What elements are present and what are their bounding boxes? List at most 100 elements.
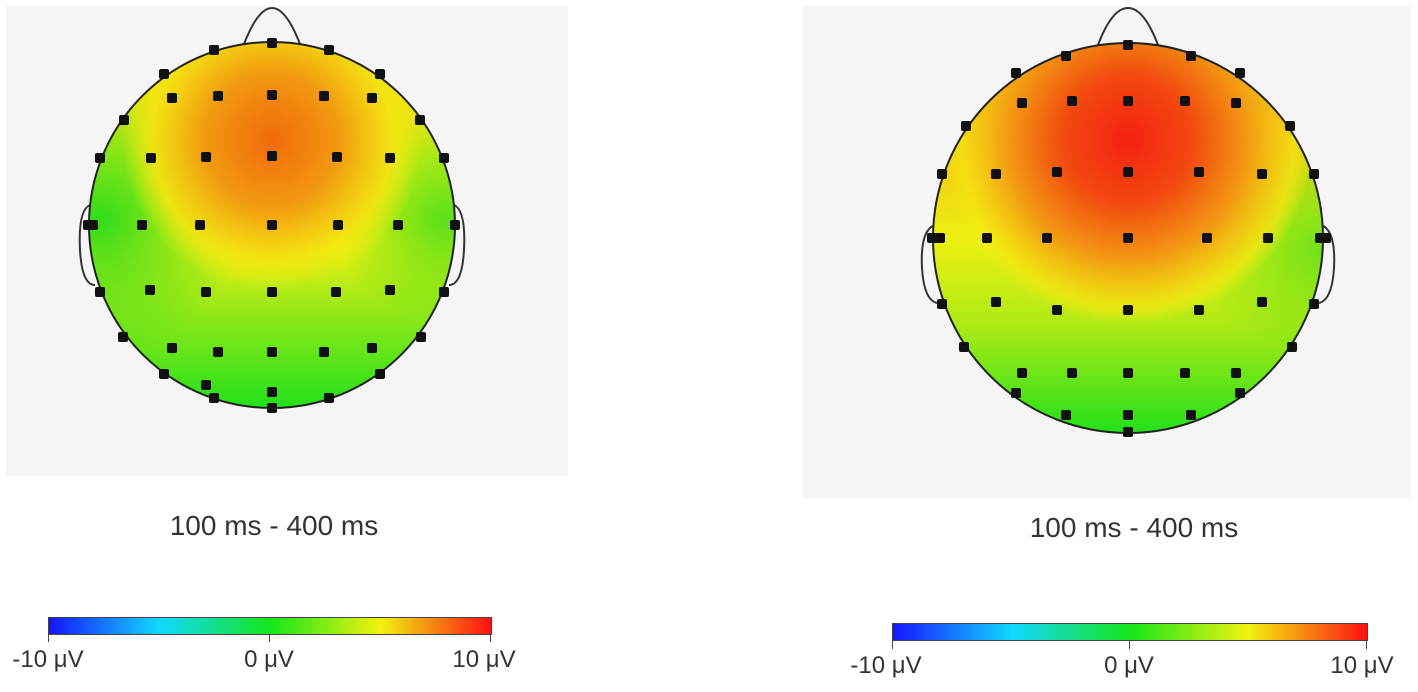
- electrode-marker: [1011, 388, 1021, 398]
- right-ear-outline: [448, 204, 466, 286]
- electrode-marker: [1061, 410, 1071, 420]
- electrode-marker: [1194, 305, 1204, 315]
- electrode-marker: [1123, 233, 1133, 243]
- scale-max-label: 10 μV: [452, 646, 516, 673]
- electrode-marker: [937, 299, 947, 309]
- left-ear-outline: [920, 224, 938, 304]
- color-scale-bar: [48, 617, 492, 635]
- electrode-marker: [201, 380, 211, 390]
- time-window-label: 100 ms - 400 ms: [1029, 512, 1239, 543]
- electrode-marker: [137, 220, 147, 230]
- electrode-marker: [1011, 68, 1021, 78]
- electrode-marker: [267, 38, 277, 48]
- electrode-marker: [991, 169, 1001, 179]
- electrode-marker: [385, 153, 395, 163]
- electrode-marker: [209, 393, 219, 403]
- scale-min-label: -10 μV: [12, 646, 84, 673]
- electrode-marker: [1287, 342, 1297, 352]
- electrode-marker: [267, 347, 277, 357]
- electrode-marker: [119, 115, 129, 125]
- electrode-marker: [961, 121, 971, 131]
- electrode-marker: [167, 343, 177, 353]
- electrode-marker: [324, 393, 334, 403]
- electrode-marker: [1235, 68, 1245, 78]
- electrode-marker: [439, 153, 449, 163]
- electrode-marker: [1123, 167, 1133, 177]
- electrode-marker: [1285, 121, 1295, 131]
- scale-mid-label: 0 μV: [1104, 652, 1154, 679]
- electrode-marker: [88, 220, 98, 230]
- left-ear-outline: [78, 204, 96, 286]
- electrode-marker: [319, 347, 329, 357]
- electrode-marker: [209, 45, 219, 55]
- electrode-marker: [95, 153, 105, 163]
- electrode-marker: [1186, 51, 1196, 61]
- electrode-marker: [1180, 368, 1190, 378]
- electrode-marker: [416, 332, 426, 342]
- electrode-marker: [367, 343, 377, 353]
- scale-tick: [48, 634, 49, 642]
- electrode-marker: [1186, 410, 1196, 420]
- electrode-marker: [95, 287, 105, 297]
- scale-tick: [490, 634, 491, 642]
- electrode-marker: [1067, 96, 1077, 106]
- electrode-marker: [1052, 305, 1062, 315]
- electrode-marker: [439, 287, 449, 297]
- electrode-marker: [1061, 51, 1071, 61]
- right-ear-outline: [1318, 224, 1336, 304]
- electrode-marker: [213, 347, 223, 357]
- electrode-marker: [935, 233, 945, 243]
- electrode-marker: [1017, 368, 1027, 378]
- scale-min-label: -10 μV: [850, 652, 922, 679]
- electrode-marker: [1309, 169, 1319, 179]
- electrode-marker: [393, 220, 403, 230]
- electrode-marker: [195, 220, 205, 230]
- electrode-marker: [1231, 368, 1241, 378]
- electrode-marker: [1123, 410, 1133, 420]
- electrode-marker: [375, 69, 385, 79]
- scale-mid-label: 0 μV: [244, 646, 294, 673]
- electrode-group: [83, 38, 460, 413]
- scale-tick: [1129, 641, 1130, 649]
- electrode-marker: [267, 287, 277, 297]
- electrode-marker: [959, 342, 969, 352]
- electrode-marker: [1194, 167, 1204, 177]
- electrode-marker: [1017, 98, 1027, 108]
- electrode-marker: [201, 287, 211, 297]
- electrode-marker: [267, 403, 277, 413]
- electrode-marker: [145, 285, 155, 295]
- electrode-marker: [159, 369, 169, 379]
- electrode-marker: [1235, 388, 1245, 398]
- electrode-marker: [1123, 427, 1133, 437]
- electrode-marker: [324, 45, 334, 55]
- time-window-label: 100 ms - 400 ms: [169, 510, 379, 541]
- electrode-marker: [213, 91, 223, 101]
- electrode-marker: [167, 93, 177, 103]
- electrode-marker: [267, 90, 277, 100]
- electrode-marker: [267, 387, 277, 397]
- electrode-marker: [1263, 233, 1273, 243]
- electrode-marker: [1180, 96, 1190, 106]
- electrode-marker: [118, 332, 128, 342]
- electrode-marker: [937, 169, 947, 179]
- electrode-marker: [159, 69, 169, 79]
- electrode-marker: [319, 91, 329, 101]
- electrode-marker: [201, 152, 211, 162]
- electrode-marker: [415, 115, 425, 125]
- electrode-marker: [1321, 233, 1331, 243]
- electrode-marker: [1202, 233, 1212, 243]
- electrode-marker: [1257, 169, 1267, 179]
- electrode-marker: [1257, 297, 1267, 307]
- electrode-marker: [1123, 96, 1133, 106]
- electrode-marker: [1231, 98, 1241, 108]
- electrode-marker: [331, 287, 341, 297]
- electrode-marker: [367, 93, 377, 103]
- electrode-marker: [991, 297, 1001, 307]
- electrode-marker: [146, 153, 156, 163]
- electrode-marker: [1123, 368, 1133, 378]
- scale-tick: [892, 641, 893, 649]
- electrode-marker: [1309, 299, 1319, 309]
- scale-tick: [1366, 641, 1367, 649]
